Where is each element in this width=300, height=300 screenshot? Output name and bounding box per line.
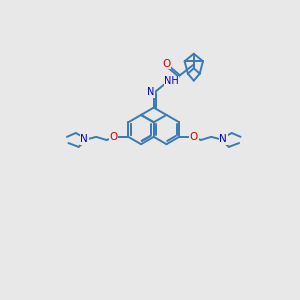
- Text: N: N: [219, 134, 227, 144]
- Text: N: N: [80, 134, 88, 144]
- Text: O: O: [190, 132, 198, 142]
- Text: O: O: [110, 132, 118, 142]
- Text: NH: NH: [164, 76, 179, 86]
- Text: N: N: [147, 87, 154, 97]
- Text: O: O: [162, 59, 170, 69]
